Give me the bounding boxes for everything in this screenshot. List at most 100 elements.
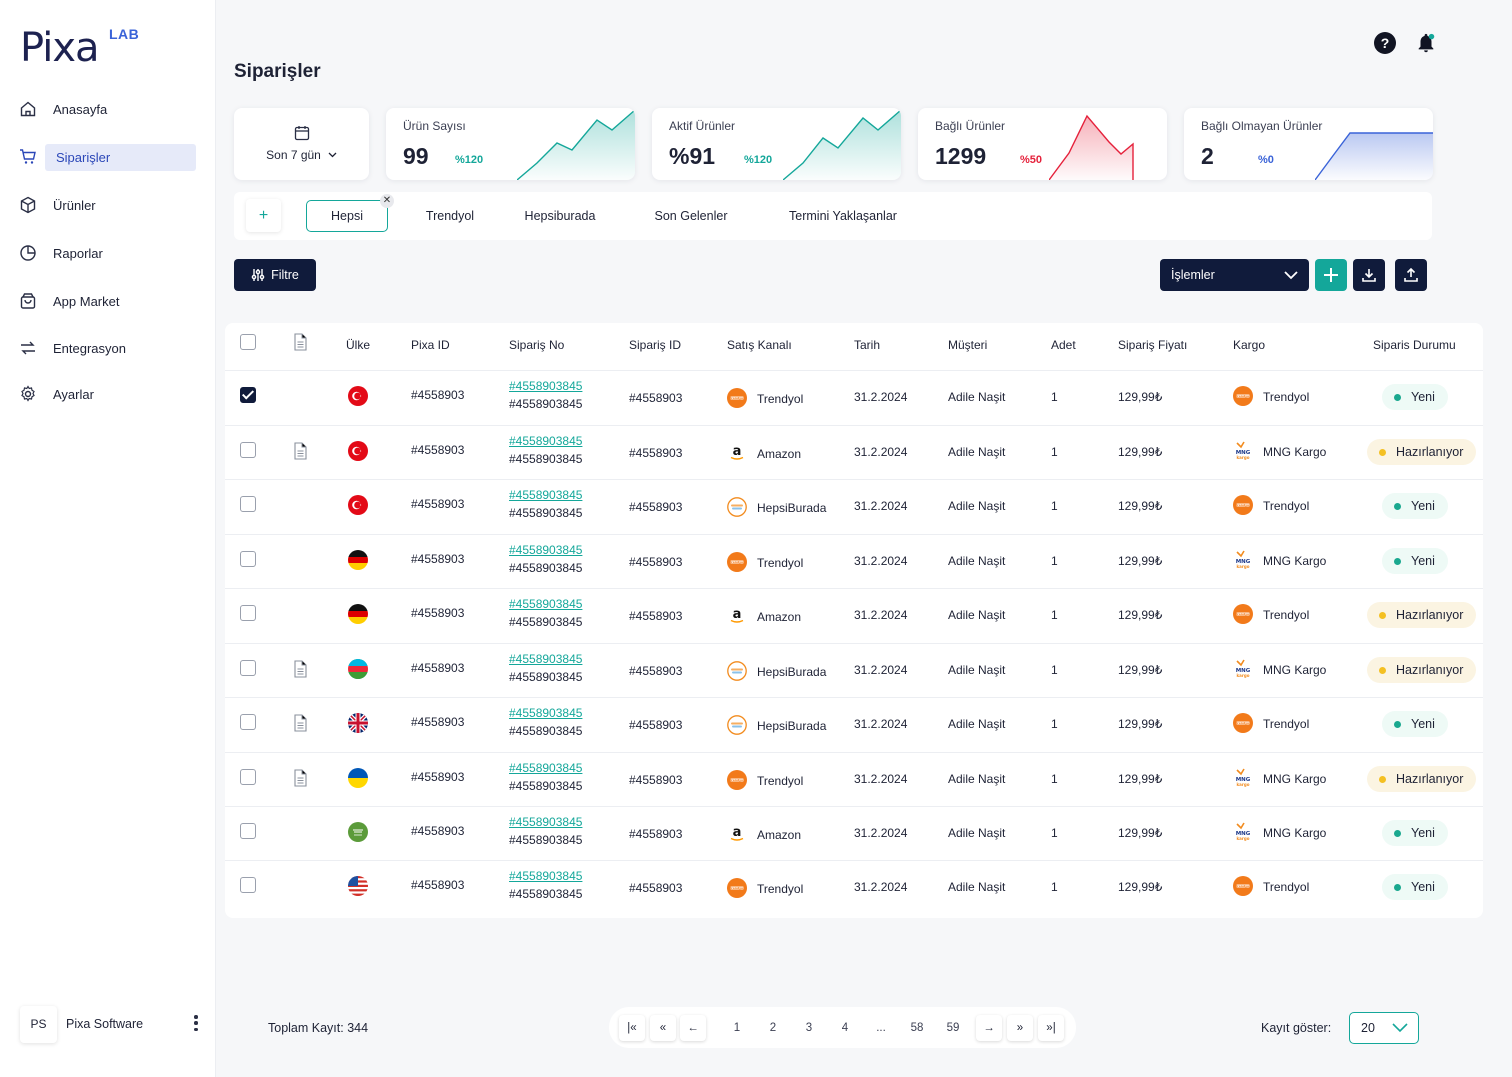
order-number-link[interactable]: #4558903845 — [509, 434, 583, 448]
row-checkbox[interactable] — [240, 769, 256, 785]
row-checkbox[interactable] — [240, 823, 256, 839]
tab-son-gelenler[interactable]: Son Gelenler — [636, 200, 746, 232]
order-number-link[interactable]: #4558903845 — [509, 815, 583, 829]
filter-button[interactable]: Filtre — [234, 259, 316, 291]
table-row[interactable]: #4558903 #4558903845 #4558903845 #4558903 He… — [225, 697, 1483, 752]
sidebar-item-ayarlar[interactable]: Ayarlar — [18, 381, 198, 407]
table-row[interactable]: #4558903 #4558903845 #4558903845 #4558903 tr… — [225, 370, 1483, 425]
upload-button[interactable] — [1395, 259, 1427, 291]
tab-trendyol[interactable]: Trendyol — [404, 200, 496, 232]
help-icon[interactable]: ? — [1374, 32, 1396, 54]
previous-page-button[interactable]: ← — [680, 1015, 706, 1041]
sync-icon — [18, 338, 38, 358]
previous-five-button[interactable]: « — [650, 1015, 676, 1041]
row-checkbox[interactable] — [240, 660, 256, 676]
first-page-button[interactable]: |« — [619, 1015, 645, 1041]
column-header[interactable]: Pixa ID — [411, 338, 450, 352]
row-checkbox[interactable] — [240, 714, 256, 730]
next-page-button[interactable]: → — [976, 1015, 1002, 1041]
table-row[interactable]: #4558903 #4558903845 #4558903845 #4558903 He… — [225, 479, 1483, 534]
flag-tr-icon — [348, 386, 368, 406]
sidebar-item-raporlar[interactable]: Raporlar — [18, 240, 198, 266]
page-number[interactable]: 1 — [733, 1022, 741, 1034]
page-size-value: 20 — [1361, 1021, 1375, 1035]
table-row[interactable]: #4558903 #4558903845 #4558903845 #4558903 a A… — [225, 425, 1483, 479]
row-checkbox[interactable] — [240, 442, 256, 458]
add-tab-button[interactable]: + — [246, 199, 281, 232]
order-number-link[interactable]: #4558903845 — [509, 761, 583, 775]
sidebar-item-ürünler[interactable]: Ürünler — [18, 192, 198, 218]
page-size-select[interactable]: 20 — [1349, 1012, 1419, 1044]
stat-card[interactable]: Bağlı Olmayan Ürünler 2 %0 — [1184, 108, 1433, 180]
row-checkbox[interactable] — [240, 496, 256, 512]
mng-kargo-logo-icon: MNG kargo — [1233, 550, 1253, 570]
order-number-link[interactable]: #4558903845 — [509, 597, 583, 611]
add-order-button[interactable] — [1315, 259, 1347, 291]
more-vertical-icon[interactable] — [194, 1015, 198, 1031]
order-number: #4558903845 — [509, 833, 583, 847]
order-number-link[interactable]: #4558903845 — [509, 488, 583, 502]
operations-dropdown[interactable]: İşlemler — [1160, 259, 1309, 291]
column-header[interactable]: Sipariş Fiyatı — [1118, 338, 1188, 352]
pixa-lab-logo[interactable]: Pixa LAB — [20, 26, 139, 70]
tab-hepsiburada[interactable]: Hepsiburada — [509, 200, 611, 232]
close-icon[interactable]: ✕ — [380, 194, 394, 208]
document-icon — [294, 333, 307, 351]
sparkline-chart — [783, 109, 901, 180]
order-id: #4558903 — [629, 391, 683, 405]
column-header[interactable]: Müşteri — [948, 338, 988, 352]
page-number[interactable]: 3 — [805, 1022, 813, 1034]
last-page-button[interactable]: »| — [1038, 1015, 1064, 1041]
table-row[interactable]: #4558903 #4558903845 #4558903845 #4558903 a A… — [225, 588, 1483, 643]
page-number[interactable]: 4 — [841, 1022, 849, 1034]
sidebar-item-siparişler[interactable]: Siparişler — [18, 143, 198, 171]
sidebar-item-entegrasyon[interactable]: Entegrasyon — [18, 335, 198, 361]
select-all-checkbox[interactable] — [240, 334, 256, 350]
stat-value: %91 — [669, 143, 716, 169]
quantity: 1 — [1051, 663, 1058, 677]
column-header[interactable]: Sipariş No — [509, 338, 565, 352]
order-number-link[interactable]: #4558903845 — [509, 652, 583, 666]
page-number[interactable]: 59 — [946, 1022, 960, 1034]
sidebar-item-anasayfa[interactable]: Anasayfa — [18, 96, 198, 122]
user-profile[interactable]: PS Pixa Software — [20, 1005, 210, 1043]
download-button[interactable] — [1353, 259, 1385, 291]
flag-az-icon — [348, 659, 368, 679]
table-row[interactable]: #4558903 #4558903845 #4558903845 #4558903 a A… — [225, 806, 1483, 860]
column-header[interactable]: Ülke — [346, 338, 371, 352]
column-header[interactable]: Siparis Durumu — [1373, 338, 1456, 352]
document-icon[interactable] — [293, 660, 308, 681]
column-header[interactable]: Sipariş ID — [629, 338, 682, 352]
cargo-name: MNG Kargo — [1263, 663, 1327, 677]
column-header[interactable]: Kargo — [1233, 338, 1266, 352]
column-header[interactable]: Satış Kanalı — [727, 338, 792, 352]
order-number-link[interactable]: #4558903845 — [509, 869, 583, 883]
stat-card[interactable]: Ürün Sayısı 99 %120 — [386, 108, 635, 180]
table-row[interactable]: #4558903 #4558903845 #4558903845 #4558903 tr… — [225, 752, 1483, 806]
order-number-link[interactable]: #4558903845 — [509, 379, 583, 393]
stat-card[interactable]: Aktif Ürünler %91 %120 — [652, 108, 901, 180]
sidebar-item-app-market[interactable]: App Market — [18, 288, 198, 314]
document-icon[interactable] — [293, 442, 308, 463]
table-row[interactable]: #4558903 #4558903845 #4558903845 #4558903 tr… — [225, 534, 1483, 588]
row-checkbox[interactable] — [240, 877, 256, 893]
column-header[interactable]: Tarih — [854, 338, 881, 352]
order-number-link[interactable]: #4558903845 — [509, 706, 583, 720]
tab-hepsi[interactable]: Hepsi ✕ — [306, 194, 394, 232]
page-number[interactable]: 2 — [769, 1022, 777, 1034]
stat-card[interactable]: Bağlı Ürünler 1299 %50 — [918, 108, 1167, 180]
tab-termini-yaklaşanlar[interactable]: Termini Yaklaşanlar — [769, 200, 917, 232]
row-checkbox[interactable] — [240, 551, 256, 567]
bell-icon[interactable] — [1415, 32, 1437, 54]
table-row[interactable]: #4558903 #4558903845 #4558903845 #4558903 He… — [225, 643, 1483, 697]
document-icon[interactable] — [293, 714, 308, 735]
row-checkbox[interactable] — [240, 605, 256, 621]
date-range-picker[interactable]: Son 7 gün — [234, 108, 369, 180]
next-five-button[interactable]: » — [1007, 1015, 1033, 1041]
table-row[interactable]: #4558903 #4558903845 #4558903845 #4558903 tr… — [225, 860, 1483, 916]
order-number-link[interactable]: #4558903845 — [509, 543, 583, 557]
column-header[interactable]: Adet — [1051, 338, 1076, 352]
page-number[interactable]: 58 — [910, 1022, 924, 1034]
row-checkbox[interactable] — [240, 387, 256, 403]
document-icon[interactable] — [293, 769, 308, 790]
